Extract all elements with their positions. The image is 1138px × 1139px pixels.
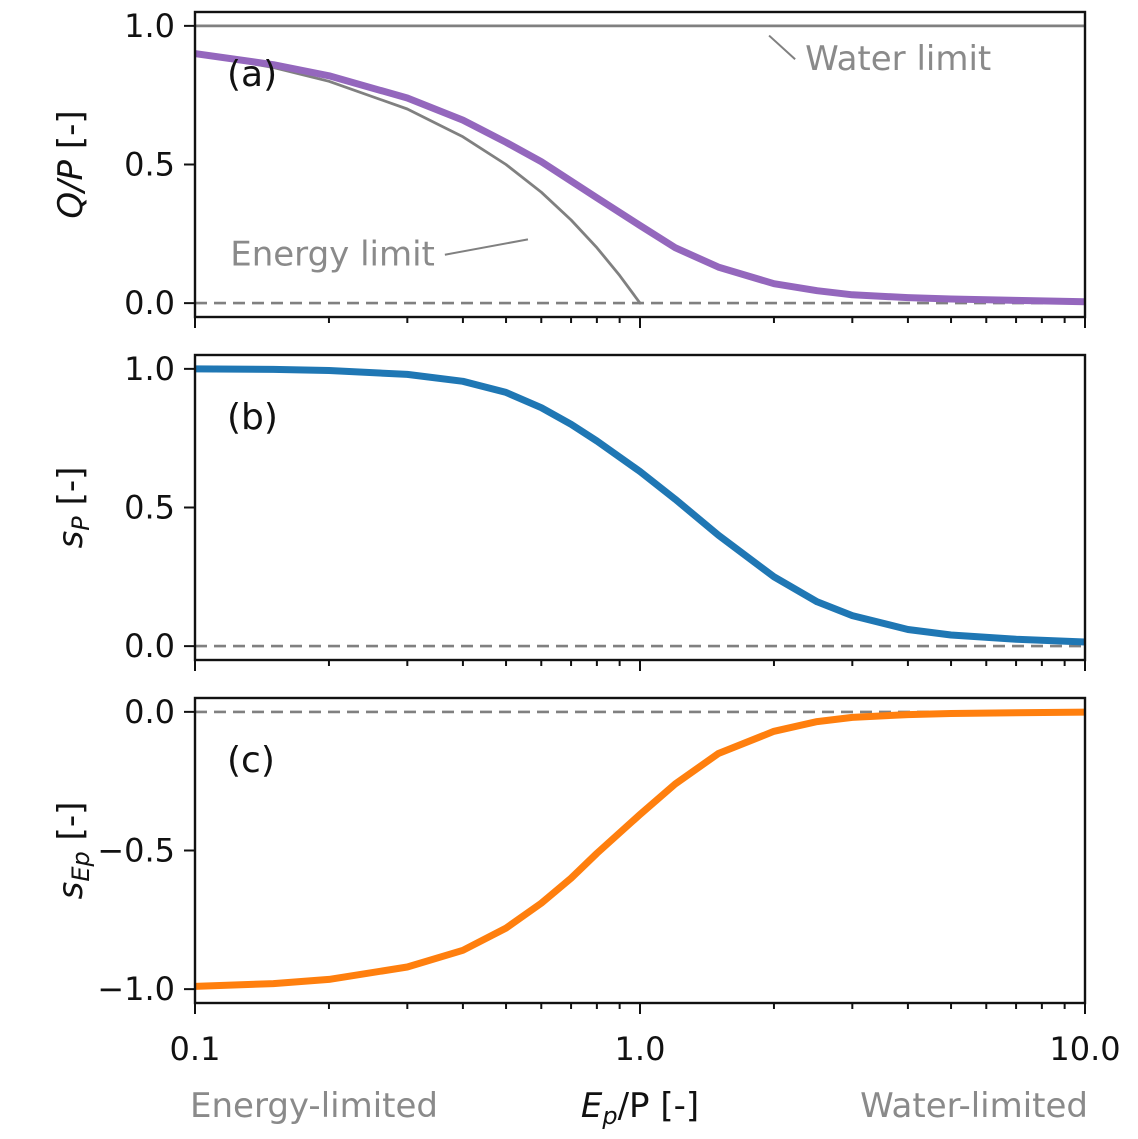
panel-a: 0.0 0.5 1.0 Q/P [-] (a) Water limit Energy lim…	[51, 7, 1087, 328]
y-axis-label: sP [-]	[51, 467, 95, 549]
annotation-leader	[768, 34, 796, 60]
x-tick-label: 10.0	[1049, 1030, 1120, 1068]
y-tick-label: 0.0	[124, 284, 175, 322]
energy-limit	[195, 52, 642, 305]
panel-label: (a)	[227, 54, 277, 95]
panel-label: (c)	[227, 740, 275, 781]
energy-limited-label: Energy-limited	[190, 1086, 438, 1126]
plot-area	[195, 365, 1085, 648]
x-tick-label: 1.0	[615, 1030, 666, 1068]
y-tick-label: −1.0	[97, 970, 175, 1008]
panel-label: (b)	[227, 397, 278, 438]
annotation-label: Energy limit	[230, 235, 435, 275]
y-tick-label: 0.0	[124, 693, 175, 731]
annotation-label: Water limit	[805, 39, 991, 79]
panel-c: −1.0 −0.5 0.0 sEp [-] (c) 0.1 1.0 10.0 Ep/P [-] E…	[51, 693, 1121, 1130]
model-curve	[195, 50, 1085, 306]
y-axis-label: Q/P [-]	[51, 110, 91, 218]
model-curve	[195, 708, 1085, 990]
model-curve	[195, 365, 1085, 646]
x-axis-label: Ep/P [-]	[581, 1086, 699, 1130]
y-tick-label: 0.5	[124, 146, 175, 184]
y-tick-label: 0.5	[124, 489, 175, 527]
y-tick-label: −0.5	[97, 832, 175, 870]
plot-area	[195, 24, 1085, 306]
y-axis-label: sEp [-]	[51, 802, 95, 900]
annotation-leader	[444, 238, 529, 256]
y-tick-label: 0.0	[124, 627, 175, 665]
panel-b: 0.0 0.5 1.0 sP [-] (b)	[51, 350, 1087, 671]
y-tick-label: 1.0	[124, 7, 175, 45]
axes-frame	[193, 696, 1087, 1005]
water-limited-label: Water-limited	[860, 1086, 1088, 1126]
axes-frame	[193, 353, 1087, 662]
x-tick-label: 0.1	[170, 1030, 221, 1068]
y-tick-label: 1.0	[124, 350, 175, 388]
plot-area	[195, 708, 1085, 990]
